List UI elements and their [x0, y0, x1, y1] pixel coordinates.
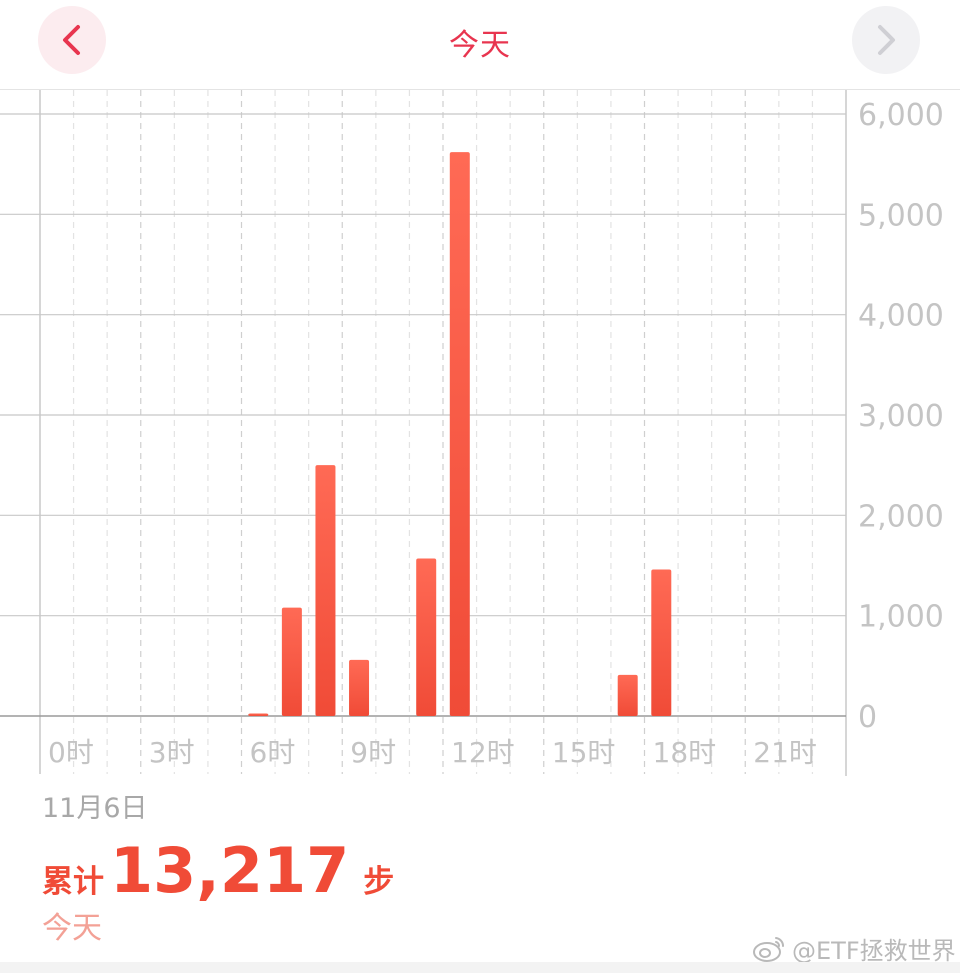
- bar: [416, 558, 437, 716]
- bar: [315, 465, 336, 716]
- chart-canvas: 0 1,000 2,000 3,000 4,000 5,000 6,000 0时 3时 6时 9时 1…: [0, 90, 944, 776]
- bar: [449, 152, 470, 717]
- x-tick-label: 21时: [753, 736, 817, 769]
- x-tick-label: 18时: [653, 736, 717, 769]
- period-label: 今天: [42, 911, 102, 946]
- watermark: @ETF拯救世界: [752, 931, 956, 966]
- bar: [617, 674, 638, 716]
- chevron-left-icon: [63, 25, 80, 55]
- y-tick-label: 4,000: [858, 299, 944, 334]
- y-tick-label: 2,000: [858, 499, 944, 534]
- x-tick-label: 6时: [250, 736, 296, 769]
- bar: [651, 569, 672, 716]
- x-tick-label: 0时: [48, 736, 94, 769]
- date-label: 11月6日: [42, 793, 148, 824]
- watermark-text: @ETF拯救世界: [792, 937, 956, 965]
- x-tick-label: 3时: [149, 736, 195, 769]
- bar: [349, 659, 370, 716]
- x-tick-label: 15时: [552, 736, 616, 769]
- total-steps: 累计 13,217 步: [42, 834, 394, 907]
- y-tick-label: 0: [858, 700, 877, 735]
- total-prefix: 累计: [42, 864, 104, 900]
- weibo-icon: [753, 936, 785, 962]
- bar: [248, 713, 269, 716]
- steps-chart[interactable]: 0 1,000 2,000 3,000 4,000 5,000 6,000 0时 3时 6时 9时 1…: [0, 90, 960, 780]
- x-tick-label: 9时: [350, 736, 396, 769]
- chevron-right-icon: [878, 25, 895, 55]
- y-tick-label: 3,000: [858, 399, 944, 434]
- total-value: 13,217: [110, 834, 350, 907]
- next-day-button[interactable]: [852, 6, 920, 74]
- y-tick-label: 5,000: [858, 198, 944, 233]
- header: 今天: [0, 0, 960, 90]
- y-tick-label: 6,000: [858, 98, 944, 133]
- bottom-divider: [0, 962, 960, 973]
- previous-day-button[interactable]: [38, 6, 106, 74]
- x-tick-label: 12时: [451, 736, 515, 769]
- total-unit: 步: [363, 864, 395, 900]
- page-title: 今天: [449, 28, 511, 63]
- y-tick-label: 1,000: [858, 600, 944, 635]
- bar: [281, 607, 302, 716]
